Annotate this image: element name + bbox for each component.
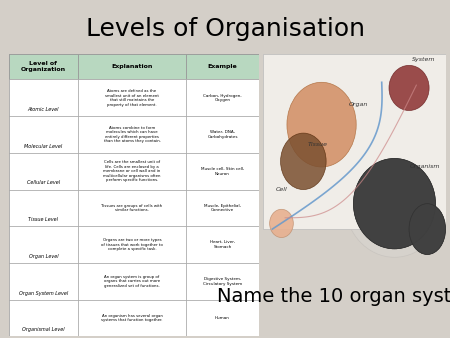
Bar [9, 190, 78, 226]
Bar [186, 263, 259, 299]
Text: Organismal Level: Organismal Level [22, 327, 65, 332]
Bar [9, 226, 78, 263]
Bar [78, 190, 186, 226]
Ellipse shape [280, 133, 326, 190]
Ellipse shape [270, 209, 293, 238]
Bar [186, 190, 259, 226]
Text: Human: Human [215, 316, 230, 320]
Text: System: System [412, 57, 436, 62]
Text: Tissue Level: Tissue Level [28, 217, 58, 222]
Ellipse shape [409, 204, 446, 255]
Text: Cells are the smallest unit of
life. Cells are enclosed by a
membrane or cell wa: Cells are the smallest unit of life. Cel… [103, 160, 161, 183]
Bar [9, 116, 78, 153]
Text: Name the 10 organ systems: Name the 10 organ systems [217, 287, 450, 306]
Text: Atomic Level: Atomic Level [27, 107, 59, 112]
Text: Tissue: Tissue [308, 142, 328, 147]
Bar [186, 226, 259, 263]
Bar [186, 79, 259, 116]
Text: Organism: Organism [410, 165, 440, 169]
Text: Cell: Cell [275, 187, 288, 192]
Bar [186, 153, 259, 190]
Ellipse shape [287, 82, 356, 167]
Text: Levels of Organisation: Levels of Organisation [86, 17, 365, 41]
Ellipse shape [353, 159, 436, 249]
Bar [9, 263, 78, 299]
Text: Molecular Level: Molecular Level [24, 144, 63, 149]
Text: Tissues are groups of cells with
similar functions.: Tissues are groups of cells with similar… [101, 203, 162, 212]
Bar [9, 54, 78, 79]
Bar [186, 116, 259, 153]
Bar [186, 299, 259, 336]
Text: Atoms are defined as the
smallest unit of an element
that still maintains the
pr: Atoms are defined as the smallest unit o… [105, 89, 159, 107]
Ellipse shape [353, 159, 436, 249]
Bar [78, 226, 186, 263]
Text: Atoms combine to form
molecules which can have
entirely different properties
tha: Atoms combine to form molecules which ca… [104, 126, 161, 143]
Bar [9, 299, 78, 336]
Bar [9, 153, 78, 190]
Text: Water, DNA,
Carbohydrates: Water, DNA, Carbohydrates [207, 130, 238, 139]
Text: Explanation: Explanation [111, 64, 153, 69]
Text: Digestive System,
Circulatory System: Digestive System, Circulatory System [203, 277, 242, 286]
Bar [186, 54, 259, 79]
Bar [78, 263, 186, 299]
Text: Muscle cell, Skin cell,
Neuron: Muscle cell, Skin cell, Neuron [201, 167, 244, 175]
Text: Organ System Level: Organ System Level [19, 291, 68, 295]
Bar [78, 79, 186, 116]
Text: Heart, Liver,
Stomach: Heart, Liver, Stomach [210, 240, 235, 249]
Bar [78, 54, 186, 79]
Bar [263, 54, 446, 229]
Ellipse shape [344, 144, 445, 257]
Text: Carbon, Hydrogen,
Oxygen: Carbon, Hydrogen, Oxygen [203, 94, 242, 102]
Text: Cellular Level: Cellular Level [27, 180, 60, 186]
Text: An organ system is group of
organs that carries out more
generalized set of func: An organ system is group of organs that … [104, 275, 160, 288]
Text: An organism has several organ
systems that function together.: An organism has several organ systems th… [101, 314, 163, 322]
Text: Level of
Organization: Level of Organization [21, 62, 66, 72]
Text: Organ Level: Organ Level [28, 254, 58, 259]
Bar [78, 153, 186, 190]
Ellipse shape [389, 65, 429, 111]
Text: Organs are two or more types
of tissues that work together to
complete a specifi: Organs are two or more types of tissues … [101, 238, 163, 251]
Bar [9, 79, 78, 116]
Bar [78, 299, 186, 336]
Ellipse shape [409, 204, 446, 255]
Text: Example: Example [207, 64, 238, 69]
Bar [78, 116, 186, 153]
Text: Muscle, Epithelial,
Connective: Muscle, Epithelial, Connective [204, 203, 241, 212]
Text: Organ: Organ [348, 102, 368, 107]
